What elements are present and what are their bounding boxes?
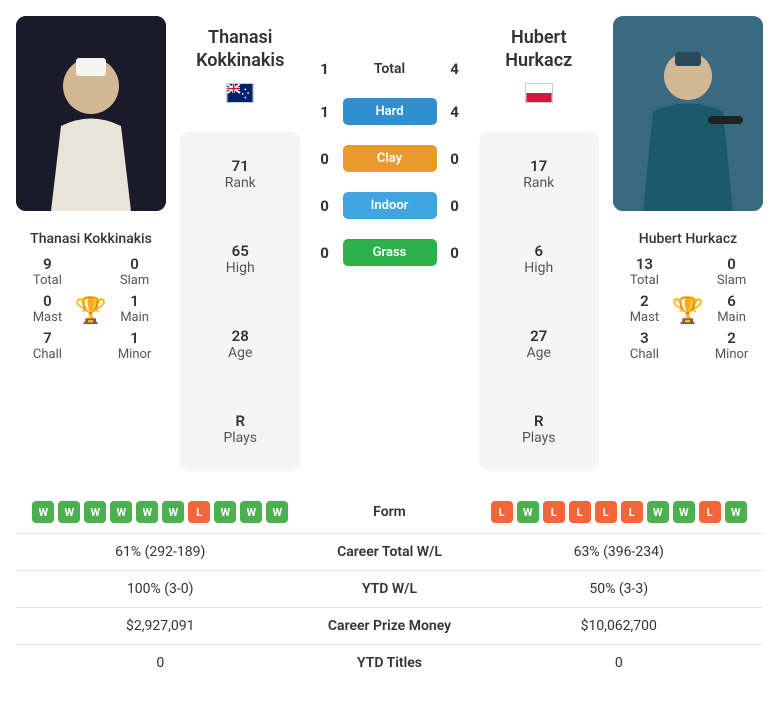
player2-stats-stack: 17Rank 6High 27Age RPlays	[479, 131, 599, 471]
form-result-w: W	[266, 501, 288, 523]
p2-ytd-titles: 0	[475, 655, 764, 671]
player2-form: LWLLLLWWLW	[475, 501, 764, 523]
flag-pol-icon	[525, 83, 553, 103]
player1-photo	[16, 16, 166, 211]
form-result-l: L	[699, 501, 721, 523]
p2-minor: 2Minor	[710, 329, 753, 362]
player1-titles: 9Total 🏆 0Slam 0Mast 1Main 7Chall 1Minor	[20, 255, 162, 374]
form-result-l: L	[621, 501, 643, 523]
p1-ytd-titles: 0	[16, 655, 305, 671]
form-label: Form	[305, 504, 475, 520]
form-result-w: W	[673, 501, 695, 523]
player1-stats-column: Thanasi Kokkinakis 71Rank 65High 28Age R…	[180, 16, 300, 471]
surface-clay-badge: Clay	[343, 145, 437, 172]
p2-slam: 0Slam	[710, 255, 753, 288]
p2-mast: 2Mast	[623, 292, 666, 325]
player1-name-small: Thanasi Kokkinakis	[20, 223, 162, 255]
comparison-top: Thanasi Kokkinakis 9Total 🏆 0Slam 0Mast …	[16, 16, 763, 471]
p2-plays: RPlays	[479, 386, 599, 471]
h2h-column: 1 Total 4 1 Hard 4 0 Clay 0 0 Indoor 0 0…	[315, 16, 465, 471]
h2h-hard-row: 1 Hard 4	[315, 98, 465, 125]
form-result-w: W	[517, 501, 539, 523]
comparison-table: WWWWWWLWWW Form LWLLLLWWLW 61% (292-189)…	[16, 491, 763, 681]
p1-age: 28Age	[180, 301, 300, 386]
ytd-wl-row: 100% (3-0) YTD W/L 50% (3-3)	[16, 571, 763, 608]
p2-ytd-wl: 50% (3-3)	[475, 581, 764, 597]
p2-chall: 3Chall	[623, 329, 666, 362]
form-result-w: W	[725, 501, 747, 523]
form-result-l: L	[595, 501, 617, 523]
p2-main: 6Main	[710, 292, 753, 325]
form-result-l: L	[491, 501, 513, 523]
player2-column: Hubert Hurkacz 13Total 🏆 0Slam 2Mast 6Ma…	[613, 16, 763, 471]
form-result-w: W	[136, 501, 158, 523]
p2-prize: $10,062,700	[475, 618, 764, 634]
player1-name-card: Thanasi Kokkinakis 9Total 🏆 0Slam 0Mast …	[16, 211, 166, 382]
prize-row: $2,927,091 Career Prize Money $10,062,70…	[16, 608, 763, 645]
form-result-l: L	[543, 501, 565, 523]
player2-photo	[613, 16, 763, 211]
player2-name-card: Hubert Hurkacz 13Total 🏆 0Slam 2Mast 6Ma…	[613, 211, 763, 382]
p1-slam: 0Slam	[113, 255, 156, 288]
p1-high: 65High	[180, 216, 300, 301]
p1-main: 1Main	[113, 292, 156, 325]
form-result-w: W	[647, 501, 669, 523]
p1-prize: $2,927,091	[16, 618, 305, 634]
player1-header: Thanasi Kokkinakis	[180, 16, 300, 131]
flag-aus-icon	[226, 83, 254, 103]
player1-form: WWWWWWLWWW	[16, 501, 305, 523]
form-result-w: W	[162, 501, 184, 523]
surface-indoor-badge: Indoor	[343, 192, 437, 219]
p1-chall: 7Chall	[26, 329, 69, 362]
p1-minor: 1Minor	[113, 329, 156, 362]
p1-career-wl: 61% (292-189)	[16, 544, 305, 560]
h2h-clay-row: 0 Clay 0	[315, 145, 465, 172]
player2-header: Hubert Hurkacz	[479, 16, 599, 131]
p2-total: 13Total	[623, 255, 666, 288]
p2-high: 6High	[479, 216, 599, 301]
surface-grass-badge: Grass	[343, 239, 437, 266]
p2-career-wl: 63% (396-234)	[475, 544, 764, 560]
form-result-l: L	[188, 501, 210, 523]
p1-total: 9Total	[26, 255, 69, 288]
surface-hard-badge: Hard	[343, 98, 437, 125]
player2-stats-column: Hubert Hurkacz 17Rank 6High 27Age RPlays	[479, 16, 599, 471]
trophy-icon: 🏆	[672, 255, 704, 366]
player2-name: Hubert Hurkacz	[481, 26, 597, 73]
p1-plays: RPlays	[180, 386, 300, 471]
form-result-w: W	[110, 501, 132, 523]
player2-name-small: Hubert Hurkacz	[617, 223, 759, 255]
form-result-w: W	[240, 501, 262, 523]
player1-stats-stack: 71Rank 65High 28Age RPlays	[180, 131, 300, 471]
player1-column: Thanasi Kokkinakis 9Total 🏆 0Slam 0Mast …	[16, 16, 166, 471]
form-result-w: W	[214, 501, 236, 523]
player2-titles: 13Total 🏆 0Slam 2Mast 6Main 3Chall 2Mino…	[617, 255, 759, 374]
h2h-total-row: 1 Total 4	[315, 60, 465, 78]
p2-age: 27Age	[479, 301, 599, 386]
career-wl-row: 61% (292-189) Career Total W/L 63% (396-…	[16, 534, 763, 571]
p1-rank: 71Rank	[180, 131, 300, 216]
form-row: WWWWWWLWWW Form LWLLLLWWLW	[16, 491, 763, 534]
player1-name: Thanasi Kokkinakis	[182, 26, 298, 73]
form-result-l: L	[569, 501, 591, 523]
form-result-w: W	[84, 501, 106, 523]
p2-rank: 17Rank	[479, 131, 599, 216]
p1-mast: 0Mast	[26, 292, 69, 325]
h2h-grass-row: 0 Grass 0	[315, 239, 465, 266]
ytd-titles-row: 0 YTD Titles 0	[16, 645, 763, 681]
p1-ytd-wl: 100% (3-0)	[16, 581, 305, 597]
form-result-w: W	[32, 501, 54, 523]
trophy-icon: 🏆	[75, 255, 107, 366]
form-result-w: W	[58, 501, 80, 523]
h2h-indoor-row: 0 Indoor 0	[315, 192, 465, 219]
